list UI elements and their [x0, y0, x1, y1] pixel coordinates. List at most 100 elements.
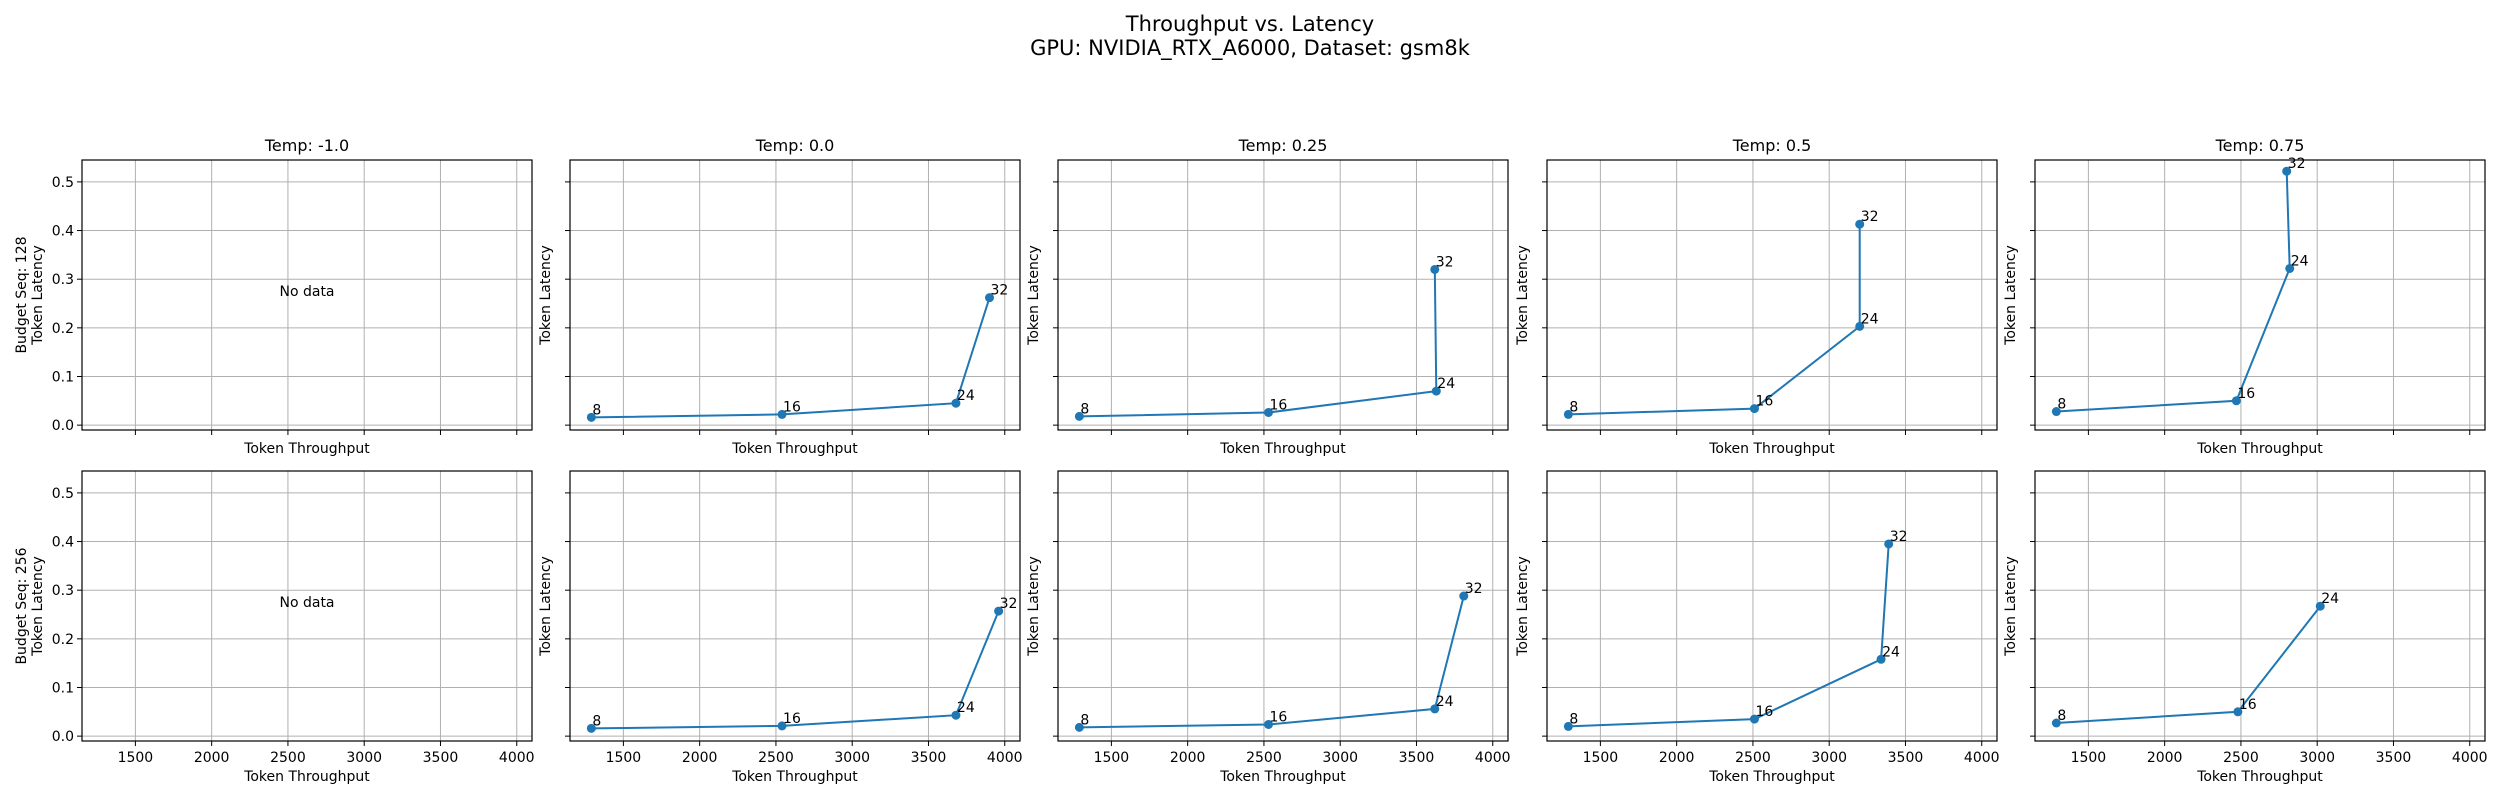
- y-axis-label: Token Latency: [1515, 556, 1531, 657]
- data-point: [1876, 654, 1886, 664]
- subplot-r1-c0: 1500 2000 2500 3000 3500 4000 0.0 0.1 0.2 0.3 0.4 0…: [14, 470, 535, 785]
- suptitle-line-2: GPU: NVIDIA_RTX_A6000, Dataset: gsm8k: [1030, 36, 1471, 61]
- no-data-label: No data: [279, 595, 334, 611]
- data-point: [2051, 407, 2061, 417]
- x-tick-label: 4000: [2452, 750, 2488, 766]
- subplot-title: Temp: 0.75: [2215, 136, 2305, 155]
- y-tick-label: 0.3: [52, 583, 74, 599]
- data-point: [2231, 396, 2241, 406]
- y-tick-label: 0.1: [52, 369, 74, 385]
- x-tick-label: 2500: [270, 750, 306, 766]
- subplot-r0-c2: Temp: 0.25 Token Throughput Token Latency 8…: [1026, 136, 1509, 457]
- y-axis-label: Token Latency: [1026, 556, 1042, 657]
- series-line: [591, 297, 991, 419]
- data-label: 16: [2239, 697, 2257, 713]
- data-point: [777, 721, 787, 731]
- data-label: 8: [2057, 397, 2066, 413]
- x-tick-label: 2500: [1735, 750, 1771, 766]
- y-tick-label: 0.2: [52, 321, 74, 337]
- data-point: [2051, 718, 2061, 728]
- x-tick-label: 4000: [987, 750, 1023, 766]
- x-tick-label: 2500: [1246, 750, 1282, 766]
- x-axis-label: Token Throughput: [243, 441, 370, 457]
- y-tick-label: 0.1: [52, 680, 74, 696]
- x-axis-label: Token Throughput: [731, 769, 858, 785]
- data-point: [1563, 721, 1573, 731]
- data-label: 24: [2321, 591, 2339, 607]
- data-point: [1855, 219, 1865, 229]
- data-label: 24: [1437, 376, 1455, 392]
- axes-frame: [569, 470, 1021, 742]
- x-tick-label: 1500: [118, 750, 154, 766]
- x-tick-label: 3000: [834, 750, 870, 766]
- y-tick-label: 0.4: [52, 224, 74, 240]
- series-line: [2056, 171, 2291, 413]
- data-label: 24: [1436, 694, 1454, 710]
- subplot-r1-c2: 1500 2000 2500 3000 3500 4000 Token Throughput…: [1026, 470, 1511, 785]
- data-label: 8: [1569, 711, 1578, 727]
- x-tick-label: 1500: [1583, 750, 1619, 766]
- y-tick-label: 0.5: [52, 175, 74, 191]
- x-axis-label: Token Throughput: [731, 441, 858, 457]
- axes-frame: [2034, 470, 2486, 742]
- no-data-label: No data: [279, 284, 334, 300]
- data-label: 16: [1755, 394, 1773, 410]
- subplot-title: Temp: 0.5: [1732, 136, 1812, 155]
- y-axis-label: Token Latency: [30, 245, 46, 346]
- data-point: [984, 293, 994, 303]
- data-point: [1855, 321, 1865, 331]
- data-point: [1749, 714, 1759, 724]
- y-axis-label: Token Latency: [2003, 245, 2019, 346]
- data-point: [2285, 263, 2295, 273]
- x-tick-label: 2500: [2223, 750, 2259, 766]
- x-tick-label: 3500: [1888, 750, 1924, 766]
- data-point: [586, 412, 596, 422]
- axes-frame: [1057, 470, 1509, 742]
- x-axis-label: Token Throughput: [1219, 441, 1346, 457]
- series-line: [1568, 224, 1861, 416]
- y-axis-label: Token Latency: [538, 245, 554, 346]
- data-point: [1431, 386, 1441, 396]
- data-point: [1884, 539, 1894, 549]
- data-point: [1430, 264, 1440, 274]
- data-label: 16: [1270, 397, 1288, 413]
- data-label: 16: [1270, 709, 1288, 725]
- data-label: 8: [592, 713, 601, 729]
- data-label: 32: [1861, 209, 1879, 225]
- y-tick-label: 0.5: [52, 486, 74, 502]
- x-tick-label: 4000: [1964, 750, 2000, 766]
- y-axis-label: Token Latency: [1026, 245, 1042, 346]
- x-tick-label: 4000: [1475, 750, 1511, 766]
- data-point: [1563, 409, 1573, 419]
- data-label: 24: [2291, 253, 2309, 269]
- data-point: [1459, 591, 1469, 601]
- data-label: 24: [1861, 311, 1879, 327]
- subplot-title: Temp: 0.25: [1238, 136, 1328, 155]
- data-point: [1264, 407, 1274, 417]
- x-axis-label: Token Throughput: [2196, 769, 2323, 785]
- x-tick-label: 3500: [423, 750, 459, 766]
- axes-frame: [81, 159, 533, 431]
- x-tick-label: 3500: [1399, 750, 1435, 766]
- axes-frame: [2034, 159, 2486, 431]
- data-label: 8: [2057, 708, 2066, 724]
- x-tick-label: 3000: [1811, 750, 1847, 766]
- axes-frame: [569, 159, 1021, 431]
- subplot-r0-c0: 0.0 0.1 0.2 0.3 0.4 0.5 Temp: -1.0 Token Throug…: [14, 136, 533, 457]
- data-point: [994, 606, 1004, 616]
- data-label: 8: [592, 402, 601, 418]
- data-label: 16: [1755, 704, 1773, 720]
- x-tick-label: 3500: [911, 750, 947, 766]
- y-tick-label: 0.2: [52, 632, 74, 648]
- data-label: 8: [1080, 401, 1089, 417]
- x-axis-label: Token Throughput: [2196, 441, 2323, 457]
- data-label: 32: [1000, 596, 1018, 612]
- data-label: 32: [1465, 581, 1483, 597]
- subplot-grid: 0.0 0.1 0.2 0.3 0.4 0.5 Temp: -1.0 Token Throug…: [14, 136, 2488, 785]
- y-axis-label: Token Latency: [2003, 556, 2019, 657]
- axes-frame: [1546, 159, 1998, 431]
- x-tick-label: 1500: [606, 750, 642, 766]
- data-label: 24: [1882, 644, 1900, 660]
- subplot-r0-c1: Temp: 0.0 Token Throughput Token Latency 8 1…: [538, 136, 1021, 457]
